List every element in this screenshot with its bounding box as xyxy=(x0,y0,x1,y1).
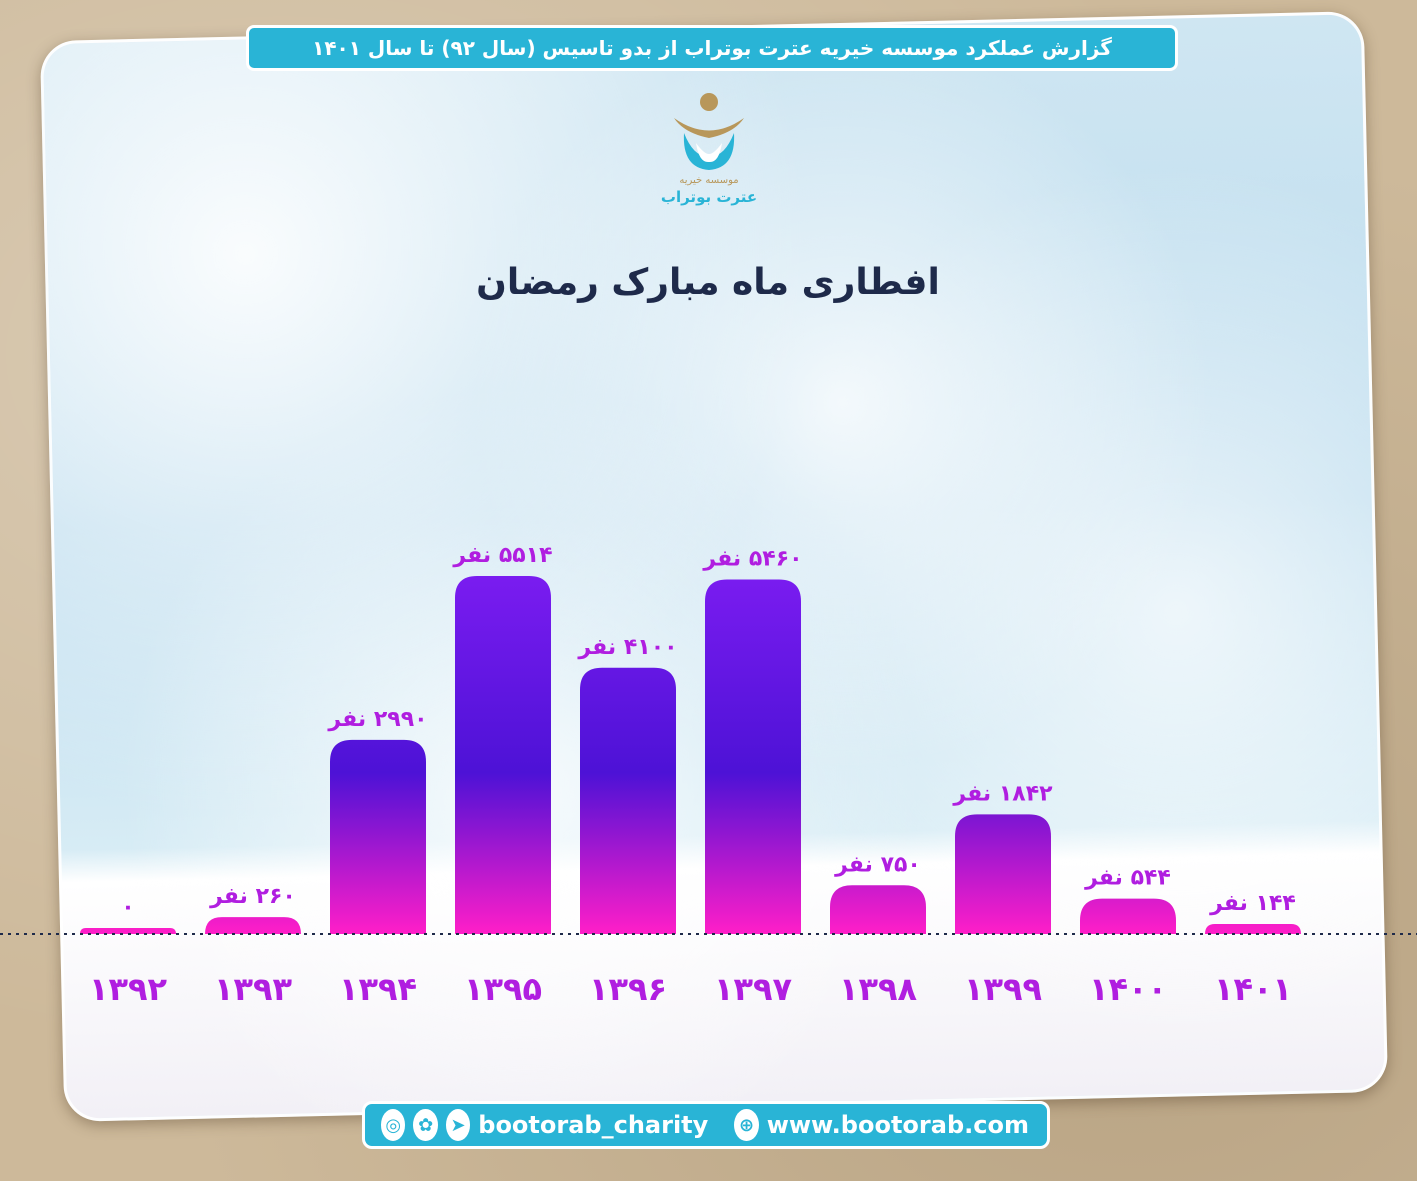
value-label-3: ۵۵۱۴ نفر xyxy=(452,543,552,568)
report-header: گزارش عملکرد موسسه خیریه عترت بوتراب از … xyxy=(246,25,1178,71)
logo-line1: موسسه خیریه xyxy=(679,175,738,186)
instagram-icon[interactable]: ◎ xyxy=(381,1109,406,1141)
bar-8 xyxy=(1080,898,1176,934)
footer-bar: ◎ ✿ ➤ bootorab_charity ⊕ www.bootorab.co… xyxy=(362,1101,1050,1149)
bar-9 xyxy=(1205,924,1301,934)
bar-0 xyxy=(80,928,176,934)
social-handle[interactable]: bootorab_charity xyxy=(478,1111,709,1139)
category-label-0: ۱۳۹۲ xyxy=(89,970,168,1008)
bar-1 xyxy=(205,917,301,934)
logo-line2: عترت بوتراب xyxy=(661,188,757,206)
category-label-3: ۱۳۹۵ xyxy=(464,970,542,1008)
report-header-text: گزارش عملکرد موسسه خیریه عترت بوتراب از … xyxy=(312,36,1112,60)
category-label-5: ۱۳۹۷ xyxy=(714,970,793,1008)
charity-logo: موسسه خیریه عترت بوتراب xyxy=(661,93,757,206)
bar-2 xyxy=(330,739,426,934)
bar-5 xyxy=(705,579,801,934)
globe-icon[interactable]: ⊕ xyxy=(734,1109,759,1141)
category-label-4: ۱۳۹۶ xyxy=(589,970,667,1008)
category-label-7: ۱۳۹۹ xyxy=(964,970,1042,1008)
value-label-9: ۱۴۴ نفر xyxy=(1209,891,1296,916)
chart-title: افطاری ماه مبارک رمضان xyxy=(476,262,940,303)
category-label-2: ۱۳۹۴ xyxy=(339,970,417,1008)
value-label-7: ۱۸۴۲ نفر xyxy=(952,781,1053,806)
category-label-8: ۱۴۰۰ xyxy=(1089,970,1167,1008)
category-label-6: ۱۳۹۸ xyxy=(839,970,918,1008)
value-label-1: ۲۶۰ نفر xyxy=(209,884,296,909)
value-label-2: ۲۹۹۰ نفر xyxy=(327,707,427,732)
value-label-0: ۰ xyxy=(121,895,134,920)
value-label-5: ۵۴۶۰ نفر xyxy=(702,547,802,572)
aparat-icon[interactable]: ✿ xyxy=(413,1109,438,1141)
value-label-4: ۴۱۰۰ نفر xyxy=(577,635,677,660)
value-label-6: ۷۵۰ نفر xyxy=(834,852,921,877)
labels-group: ۰ ۱۳۹۲ ۲۶۰ نفر ۱۳۹۳ ۲۹۹۰ نفر ۱۳۹۴ ۵۵۱۴ نفر ۱۳۹۵… xyxy=(89,543,1296,1008)
category-label-9: ۱۴۰۱ xyxy=(1214,970,1292,1008)
bars-group xyxy=(80,576,1301,934)
value-label-8: ۵۴۴ نفر xyxy=(1084,866,1171,891)
bar-6 xyxy=(830,885,926,934)
category-label-1: ۱۳۹۳ xyxy=(214,970,293,1008)
website-link[interactable]: www.bootorab.com xyxy=(766,1111,1029,1139)
bar-3 xyxy=(455,576,551,934)
bar-7 xyxy=(955,814,1051,934)
bar-4 xyxy=(580,667,676,934)
telegram-icon[interactable]: ➤ xyxy=(445,1109,471,1141)
